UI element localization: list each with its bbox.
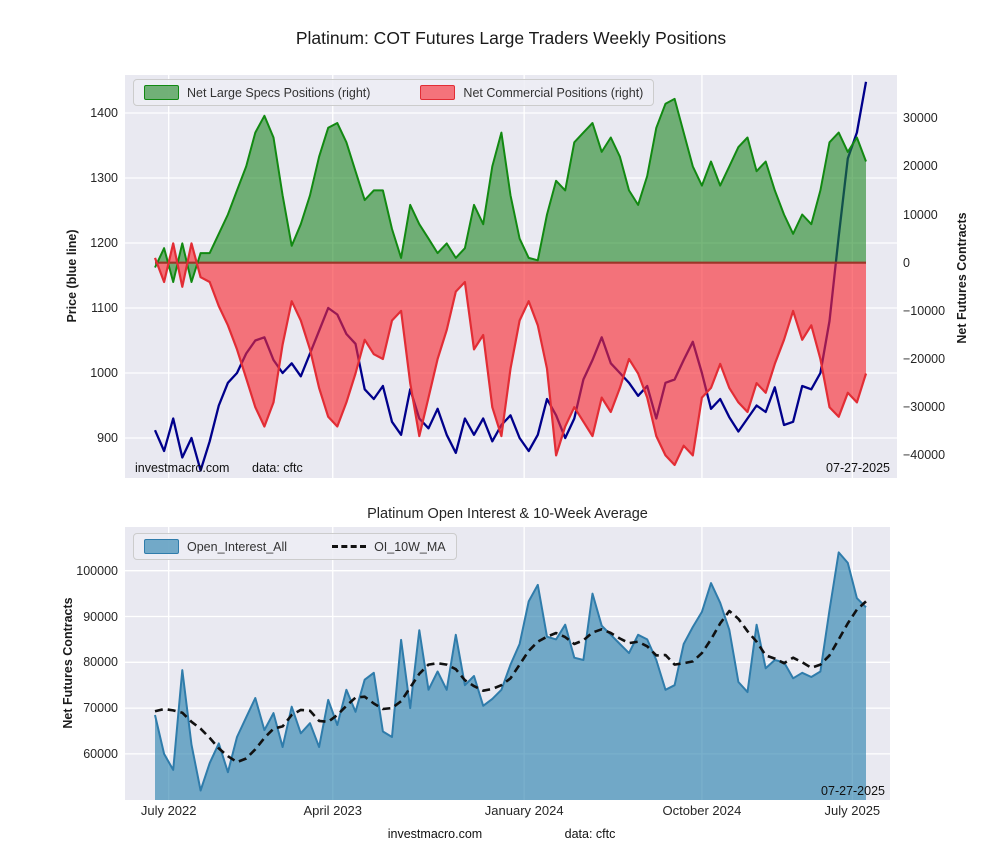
footer-watermark: investmacro.com xyxy=(387,827,483,841)
legend-entry: OI_10W_MA xyxy=(332,540,446,554)
top-watermark: investmacro.com xyxy=(135,461,230,475)
bottom-plot-area xyxy=(125,527,890,800)
bottom-left-tick-label: 80000 xyxy=(83,655,118,670)
bottom-left-tick-label: 100000 xyxy=(76,563,118,578)
top-legend: Net Large Specs Positions (right) Net Com… xyxy=(133,79,655,106)
top-source-label: data: cftc xyxy=(252,461,303,475)
footer-source-label: data: cftc xyxy=(564,827,616,841)
top-right-tick-label: 0 xyxy=(903,255,910,270)
bottom-chart-canvas xyxy=(125,527,890,800)
legend-label: Open_Interest_All xyxy=(187,539,288,554)
specs-edge-line xyxy=(154,97,867,283)
legend-entry: Net Commercial Positions (right) xyxy=(420,85,643,100)
commercials-edge-line xyxy=(153,242,868,467)
bottom-date-annotation: 07-27-2025 xyxy=(821,784,885,798)
legend-label: OI_10W_MA xyxy=(374,539,446,554)
top-left-tick-label: 1200 xyxy=(90,236,118,250)
bottom-left-tick-label: 90000 xyxy=(83,609,118,624)
x-tick-label: October 2024 xyxy=(662,803,742,818)
legend-entry: Net Large Specs Positions (right) xyxy=(144,85,370,100)
dashed-line-sample xyxy=(332,545,367,548)
top-right-tick-label: 30000 xyxy=(903,111,938,126)
bottom-left-tick-label: 70000 xyxy=(83,701,118,716)
bottom-left-tick-label: 60000 xyxy=(83,746,118,761)
top-left-tick-label: 1100 xyxy=(91,301,118,315)
figure-title: Platinum: COT Futures Large Traders Week… xyxy=(295,28,727,48)
commercials-area xyxy=(155,243,866,465)
legend-entry: Open_Interest_All xyxy=(144,539,287,554)
top-right-tick-label: 10000 xyxy=(903,207,938,222)
top-left-tick-label: 1000 xyxy=(90,366,118,380)
x-tick-label: July 2025 xyxy=(824,803,881,818)
legend-label: Net Commercial Positions (right) xyxy=(463,85,644,100)
top-date-annotation: 07-27-2025 xyxy=(826,461,890,475)
top-right-tick-label: −20000 xyxy=(903,352,946,367)
top-left-tick-label: 1300 xyxy=(90,171,118,185)
top-right-tick-label: 20000 xyxy=(903,159,938,174)
specs-area xyxy=(155,98,866,283)
bottom-chart-title: Platinum Open Interest & 10-Week Average xyxy=(367,506,648,522)
legend-label: Net Large Specs Positions (right) xyxy=(187,85,371,100)
moving-average-line xyxy=(154,600,867,764)
top-right-axis-label: Net Futures Contracts xyxy=(955,212,969,344)
x-tick-label: April 2023 xyxy=(303,803,363,818)
top-chart-canvas xyxy=(125,75,897,478)
x-tick-label: January 2024 xyxy=(484,803,564,818)
legend-patch xyxy=(144,539,179,554)
top-left-tick-label: 900 xyxy=(97,431,118,445)
top-right-tick-label: −30000 xyxy=(903,400,946,415)
legend-patch xyxy=(144,85,179,100)
bottom-legend: Open_Interest_All OI_10W_MA xyxy=(133,533,457,560)
top-plot-area xyxy=(125,75,897,478)
top-left-tick-label: 1400 xyxy=(90,106,118,120)
top-right-tick-label: −10000 xyxy=(903,303,946,318)
top-right-tick-label: −40000 xyxy=(903,448,946,463)
open-interest-edge-line xyxy=(154,551,867,792)
x-tick-label: July 2022 xyxy=(140,803,197,818)
legend-patch xyxy=(420,85,456,100)
